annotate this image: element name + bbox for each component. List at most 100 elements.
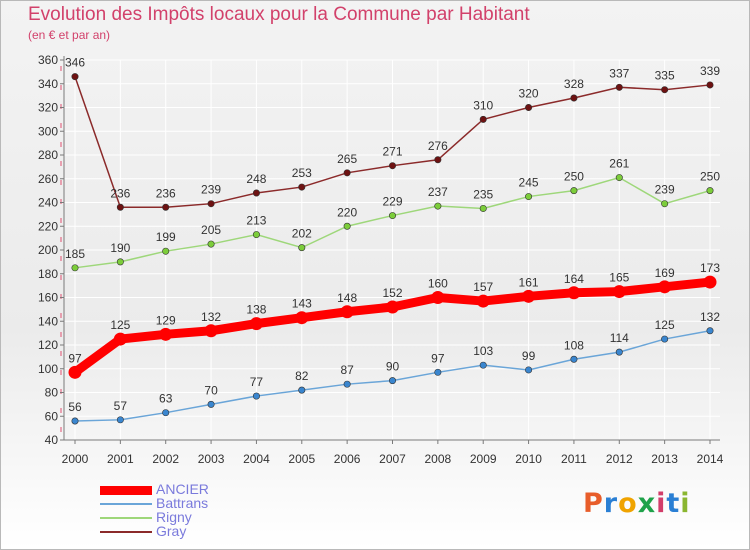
data-point-gray	[525, 104, 533, 112]
data-point-ancier	[567, 286, 581, 300]
data-point-ancier	[431, 291, 445, 304]
data-point-rigny	[525, 193, 533, 201]
data-label-ancier: 148	[337, 291, 357, 305]
x-tick-label: 2000	[62, 452, 89, 466]
y-tick-label: 120	[38, 338, 58, 352]
data-point-battrans	[570, 355, 578, 363]
data-point-gray	[298, 183, 306, 191]
data-label-rigny: 213	[246, 214, 266, 228]
logo-letter: i	[656, 488, 667, 519]
data-point-gray	[343, 169, 351, 177]
data-label-ancier: 165	[609, 271, 629, 285]
chart-title: Evolution des Impôts locaux pour la Comm…	[28, 4, 530, 25]
data-point-gray	[252, 189, 260, 197]
data-label-battrans: 97	[431, 351, 445, 365]
data-label-gray: 248	[246, 172, 266, 186]
data-point-battrans	[116, 416, 124, 424]
x-tick-label: 2008	[425, 452, 452, 466]
data-point-rigny	[479, 204, 487, 212]
data-point-battrans	[343, 380, 351, 388]
data-label-gray: 346	[65, 56, 85, 70]
data-label-ancier: 164	[564, 272, 584, 286]
data-label-battrans: 77	[250, 375, 264, 389]
y-tick-label: 220	[38, 219, 58, 233]
x-tick-label: 2002	[152, 452, 179, 466]
legend: ANCIER Battrans Rigny Gray	[100, 481, 300, 539]
logo-letter: t	[666, 488, 681, 519]
data-label-battrans: 99	[522, 349, 536, 363]
data-label-battrans: 57	[114, 399, 128, 413]
data-point-rigny	[615, 174, 623, 182]
data-label-gray: 310	[473, 98, 493, 112]
data-label-rigny: 185	[65, 247, 85, 261]
data-label-battrans: 63	[159, 392, 173, 406]
data-point-gray	[479, 115, 487, 123]
data-point-battrans	[706, 327, 714, 335]
data-point-gray	[162, 203, 170, 211]
data-point-gray	[71, 73, 79, 81]
data-label-battrans: 90	[386, 360, 400, 374]
x-tick-label: 2004	[243, 452, 270, 466]
data-point-ancier	[249, 317, 263, 331]
data-point-battrans	[207, 400, 215, 408]
y-tick-label: 200	[38, 243, 58, 257]
data-point-gray	[388, 162, 396, 170]
data-label-rigny: 199	[156, 230, 176, 244]
data-point-battrans	[71, 417, 79, 425]
data-point-ancier	[113, 332, 127, 346]
legend-label-battrans: Battrans	[156, 495, 209, 511]
data-point-battrans	[388, 377, 396, 385]
data-label-battrans: 108	[564, 338, 584, 352]
data-point-gray	[434, 156, 442, 164]
data-point-rigny	[207, 240, 215, 248]
data-label-battrans: 114	[610, 331, 629, 345]
data-label-ancier: 138	[246, 303, 266, 317]
y-tick-label: 80	[45, 386, 59, 400]
legend-label-gray: Gray	[156, 523, 187, 539]
data-label-gray: 339	[700, 64, 720, 78]
y-tick-label: 320	[38, 101, 58, 115]
data-label-battrans: 125	[655, 318, 675, 332]
x-tick-label: 2011	[561, 452, 587, 466]
y-tick-label: 300	[38, 124, 58, 138]
data-point-battrans	[434, 368, 442, 376]
data-point-ancier	[658, 280, 672, 294]
x-tick-label: 2013	[651, 452, 678, 466]
legend-swatch-gray	[100, 531, 152, 533]
data-label-gray: 328	[564, 77, 584, 91]
legend-label-ancier: ANCIER	[156, 481, 209, 497]
data-label-rigny: 237	[428, 185, 448, 199]
data-label-rigny: 190	[110, 241, 130, 255]
y-tick-label: 100	[38, 362, 58, 376]
logo-letter: x	[637, 488, 657, 519]
data-label-rigny: 220	[337, 205, 357, 219]
data-point-rigny	[343, 222, 351, 230]
data-point-gray	[116, 203, 124, 211]
y-tick-label: 160	[38, 291, 58, 305]
data-label-battrans: 87	[340, 363, 354, 377]
data-label-gray: 276	[428, 139, 448, 153]
data-label-rigny: 250	[564, 170, 584, 184]
legend-item-rigny: Rigny	[100, 509, 300, 525]
data-label-gray: 320	[519, 87, 539, 101]
data-point-ancier	[204, 324, 218, 338]
data-point-ancier	[68, 365, 82, 379]
legend-item-gray: Gray	[100, 523, 300, 539]
data-point-rigny	[252, 231, 260, 239]
x-tick-label: 2005	[288, 452, 315, 466]
data-point-rigny	[298, 244, 306, 252]
data-label-battrans: 70	[204, 383, 218, 397]
data-point-gray	[615, 83, 623, 91]
data-point-rigny	[434, 202, 442, 210]
data-label-rigny: 205	[201, 223, 221, 237]
legend-swatch-ancier	[100, 486, 152, 495]
data-point-ancier	[476, 294, 490, 308]
data-point-rigny	[162, 247, 170, 255]
data-point-battrans	[525, 366, 533, 374]
data-point-ancier	[612, 285, 626, 299]
data-label-gray: 335	[655, 69, 675, 83]
data-point-ancier	[340, 305, 354, 319]
data-label-rigny: 261	[609, 157, 629, 171]
data-point-gray	[706, 81, 714, 89]
